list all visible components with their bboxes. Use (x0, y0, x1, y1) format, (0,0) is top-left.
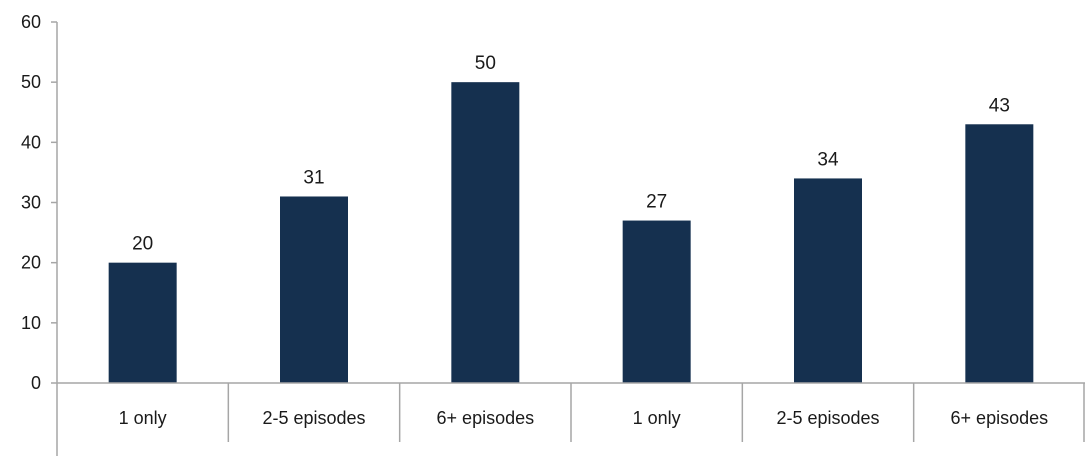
bar (451, 82, 520, 384)
data-label: 27 (646, 192, 667, 213)
x-axis: 1 only 2-5 episodes 6+ episodes 1 only 2-5 e… (57, 382, 1085, 442)
category-label: 1 only (119, 408, 167, 428)
category-label: 1 only (633, 408, 681, 428)
data-label: 43 (989, 95, 1010, 116)
data-label: 50 (475, 53, 496, 74)
y-tick-label: 30 (21, 193, 41, 213)
category-label: 2-5 episodes (262, 408, 365, 428)
category-label: 6+ episodes (437, 408, 535, 428)
data-label: 31 (303, 167, 324, 188)
y-tick-label: 10 (21, 313, 41, 333)
bar (280, 196, 348, 383)
y-tick-label: 50 (21, 72, 41, 92)
data-label: 34 (817, 149, 839, 170)
bar (965, 124, 1034, 384)
y-tick-label: 0 (31, 373, 41, 393)
category-label: 6+ episodes (951, 408, 1049, 428)
bar (622, 220, 691, 383)
bar (794, 178, 862, 383)
y-axis: 0 10 20 30 40 50 60 (21, 12, 58, 456)
data-labels: 20 31 50 27 34 43 (132, 53, 1010, 255)
bar (108, 262, 177, 383)
bars (108, 82, 1034, 384)
y-tick-label: 60 (21, 12, 41, 32)
y-tick-label: 20 (21, 253, 41, 273)
y-tick-label: 40 (21, 132, 41, 152)
category-label: 2-5 episodes (776, 408, 879, 428)
data-label: 20 (132, 234, 153, 255)
